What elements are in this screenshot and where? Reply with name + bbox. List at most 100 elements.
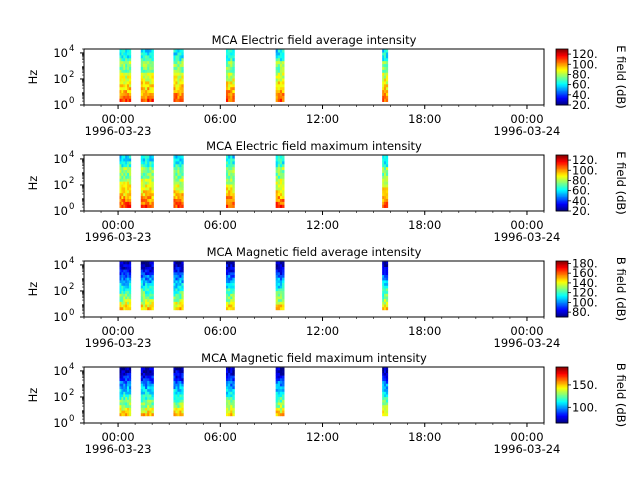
heat-cell	[149, 78, 152, 82]
heat-cell	[275, 272, 279, 276]
heat-cell	[127, 199, 130, 203]
heat-cell	[232, 367, 235, 371]
heat-cell	[385, 72, 389, 76]
heat-cell	[181, 164, 184, 168]
heat-cell	[127, 283, 130, 287]
heat-cell	[128, 64, 132, 68]
heat-cell	[228, 167, 231, 171]
heat-cell	[384, 66, 387, 71]
heat-cell	[225, 64, 229, 68]
data-segment	[275, 261, 285, 311]
heat-cell	[119, 307, 122, 311]
heat-cell	[275, 158, 279, 162]
heat-cell	[123, 399, 126, 403]
heat-cell	[125, 161, 128, 165]
heat-cell	[128, 277, 132, 281]
heat-cell	[177, 81, 180, 85]
heat-cell	[140, 283, 144, 287]
heat-cell	[230, 187, 233, 191]
heat-cell	[175, 87, 178, 91]
colorbar-step	[556, 54, 568, 57]
heat-cell	[142, 296, 146, 300]
heat-cell	[275, 164, 279, 168]
heat-cell	[128, 307, 132, 311]
heat-cell	[175, 161, 178, 165]
heat-cell	[142, 399, 146, 403]
heat-cell	[145, 299, 148, 303]
colorbar-step	[556, 386, 568, 389]
heat-cell	[175, 98, 178, 102]
heat-cell	[275, 81, 279, 85]
heat-cell	[140, 69, 144, 74]
heat-cell	[145, 381, 148, 384]
heat-cell	[140, 391, 144, 395]
heat-cell	[179, 161, 182, 165]
colorbar-step	[556, 378, 568, 380]
heat-cell	[145, 410, 148, 414]
x-date-label: 1996-03-23	[85, 230, 152, 244]
heat-cell	[282, 370, 285, 374]
heat-cell	[128, 170, 132, 174]
heat-cell	[181, 410, 184, 414]
heat-cell	[151, 402, 154, 406]
heat-cell	[230, 407, 233, 411]
heat-cell	[232, 90, 235, 94]
heat-cell	[125, 172, 128, 177]
heat-cell	[128, 164, 132, 168]
heat-cell	[173, 161, 176, 165]
colorbar-step	[556, 99, 568, 102]
heat-cell	[382, 161, 385, 165]
heat-cell	[179, 394, 182, 398]
heat-cell	[279, 178, 283, 182]
heat-cell	[382, 402, 385, 406]
heat-cell	[175, 64, 178, 68]
heat-cell	[277, 394, 281, 398]
heat-cell	[384, 78, 387, 82]
heat-cell	[275, 386, 279, 390]
heat-cell	[179, 288, 182, 292]
heat-cell	[282, 98, 285, 102]
heat-cell	[123, 375, 126, 379]
heat-cell	[230, 190, 233, 194]
heat-cell	[181, 75, 184, 79]
heat-cell	[382, 266, 385, 270]
heat-cell	[275, 75, 279, 79]
heat-cell	[382, 277, 385, 281]
heat-cell	[123, 187, 126, 191]
heat-cell	[275, 66, 279, 71]
colorbar-step	[556, 53, 568, 55]
heat-cell	[277, 181, 281, 185]
heat-cell	[177, 204, 180, 208]
heat-cell	[173, 291, 176, 295]
x-date-label: 1996-03-23	[85, 124, 152, 138]
heat-cell	[145, 391, 148, 395]
heat-cell	[225, 372, 229, 376]
heat-cell	[173, 293, 176, 297]
heat-cell	[385, 383, 389, 387]
y-tick-exponent: 0	[69, 308, 74, 318]
heat-cell	[228, 397, 231, 401]
heat-cell	[279, 52, 283, 56]
heat-cell	[384, 391, 387, 395]
colorbar: 100.150. B field (dB)	[555, 363, 628, 427]
heat-cell	[181, 272, 184, 276]
heat-cell	[385, 175, 389, 180]
heat-cell	[151, 407, 154, 411]
heat-cell	[128, 381, 132, 384]
heat-cell	[173, 204, 176, 208]
heat-cell	[277, 164, 281, 168]
heat-cell	[125, 301, 128, 305]
colorbar-step	[556, 156, 568, 159]
heat-cell	[127, 372, 130, 376]
heat-cell	[177, 291, 180, 295]
x-tick-label: 12:00	[306, 112, 339, 126]
heat-cell	[385, 196, 389, 200]
heat-cell	[282, 296, 285, 300]
heat-cell	[277, 172, 281, 177]
heat-cell	[145, 288, 148, 292]
heat-cell	[228, 375, 231, 379]
colorbar-step	[556, 195, 568, 198]
heat-cell	[177, 199, 180, 203]
heat-cell	[228, 98, 231, 102]
heat-cell	[142, 394, 146, 398]
